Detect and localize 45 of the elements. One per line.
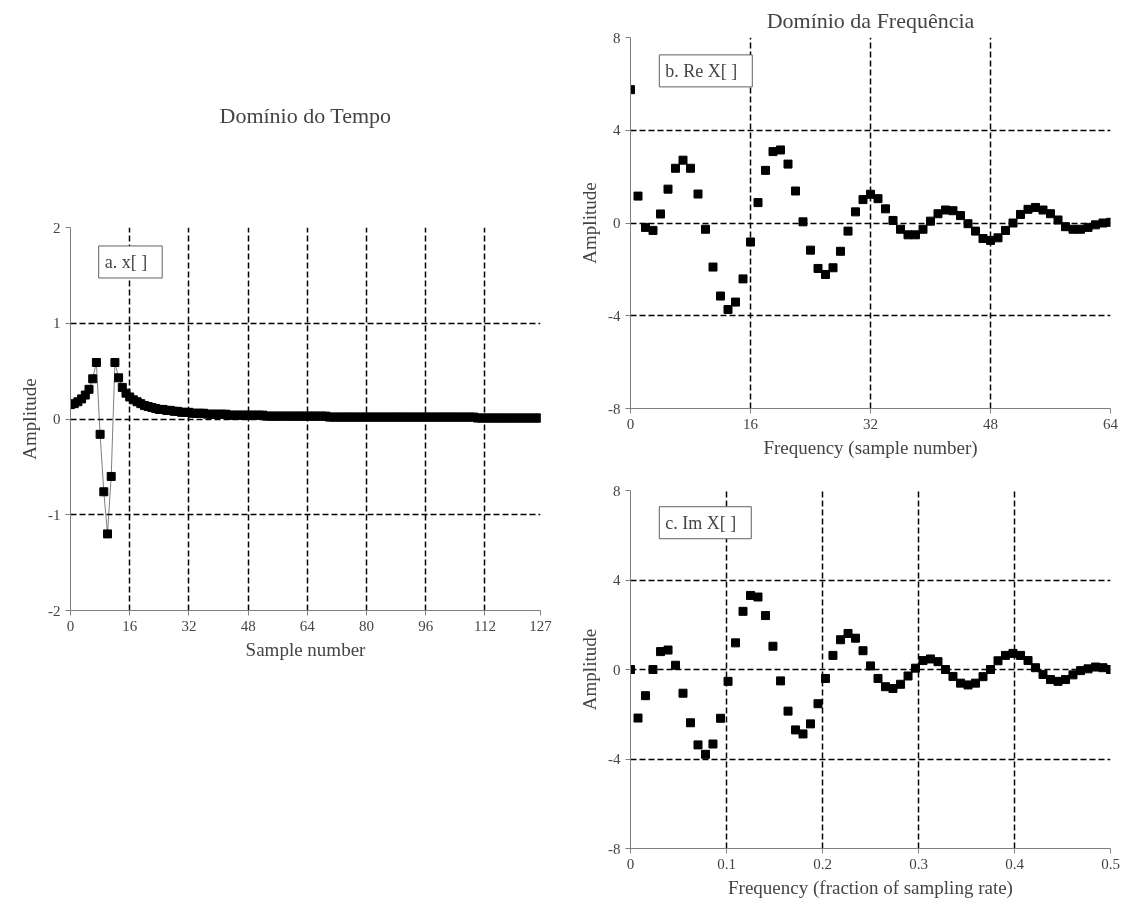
y-tick-label: 8 [613, 482, 621, 499]
y-tick-label: 4 [613, 572, 621, 588]
x-tick-label: 0.3 [909, 855, 928, 872]
x-tick-label: 48 [983, 415, 998, 432]
y-tick-label: -4 [608, 751, 621, 767]
y-tick-label: -8 [608, 400, 621, 417]
y-tick-label: -4 [608, 307, 621, 324]
x-tick-label: 112 [474, 617, 496, 634]
y-tick-label: 0 [613, 215, 621, 231]
x-tick-label: 0.5 [1101, 855, 1120, 872]
x-tick-label: 48 [240, 617, 256, 634]
x-tick-label: 0 [66, 617, 75, 634]
y-tick-label: 4 [613, 122, 621, 139]
y-axis-title: Amplitude [19, 378, 40, 460]
y-tick-label: 1 [53, 315, 61, 332]
y-axis-title: Amplitude [579, 182, 600, 264]
x-axis-title: Frequency (fraction of sampling rate) [728, 876, 1013, 899]
annotation: c. Im X[ ] [665, 512, 737, 533]
x-tick-label: 32 [181, 617, 197, 634]
x-tick-label: 64 [299, 617, 316, 634]
x-tick-label: 127 [529, 617, 553, 634]
x-tick-label: 80 [359, 617, 375, 634]
y-axis-title: Amplitude [579, 628, 600, 711]
annotation: a. x[ ] [104, 251, 148, 272]
x-tick-label: 32 [863, 415, 878, 432]
x-tick-label: 0 [626, 415, 635, 432]
annotation: b. Re X[ ] [665, 60, 738, 81]
y-tick-label: 8 [613, 29, 621, 46]
y-tick-label: 2 [53, 219, 61, 236]
y-tick-label: -2 [48, 602, 61, 619]
chart-title: Domínio do Tempo [219, 102, 392, 128]
x-tick-label: 0.1 [717, 855, 736, 872]
chart-title: Domínio da Frequência [766, 7, 975, 33]
x-tick-label: 16 [122, 617, 138, 634]
x-axis-title: Sample number [245, 638, 367, 660]
x-tick-label: 0 [626, 855, 635, 872]
y-tick-label: 0 [613, 661, 621, 678]
x-tick-label: 16 [743, 415, 759, 432]
y-tick-label: -1 [48, 506, 61, 523]
x-tick-label: 96 [418, 617, 434, 634]
x-axis-title: Frequency (sample number) [763, 436, 978, 459]
x-tick-label: 64 [1103, 415, 1119, 432]
x-tick-label: 0.4 [1005, 855, 1025, 872]
y-tick-label: -8 [608, 840, 621, 857]
x-tick-label: 0.2 [813, 855, 832, 872]
